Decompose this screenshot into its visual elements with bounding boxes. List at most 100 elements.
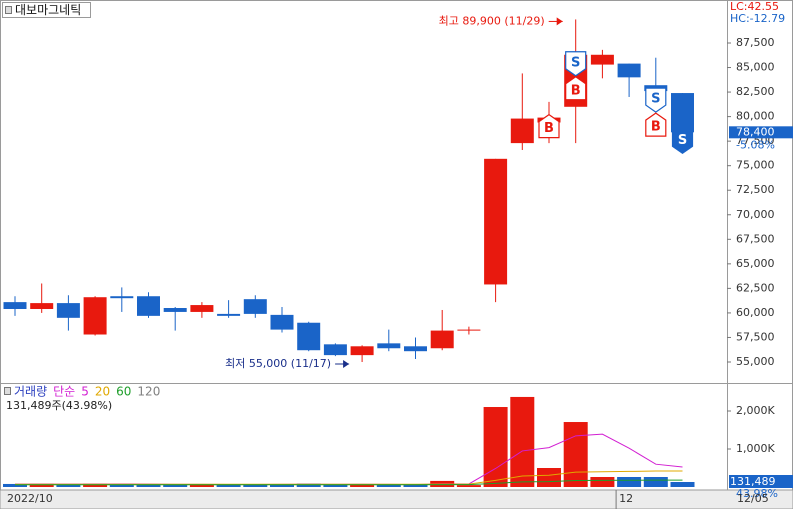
candle-body (457, 329, 481, 331)
y-tick-label: 87,500 (736, 36, 775, 49)
volume-bar (537, 468, 561, 487)
y-tick-label: 70,000 (736, 208, 775, 221)
volume-bar (456, 485, 481, 487)
volume-summary: 131,489주(43.98%) (6, 399, 112, 412)
candle-body (404, 346, 427, 352)
candle-body (243, 299, 267, 314)
signal-label: B (571, 83, 581, 98)
volume-bar (29, 483, 54, 487)
volume-bar (56, 484, 81, 487)
candle-body (56, 303, 80, 318)
lc-label: LC:42.55 (730, 0, 779, 13)
signal-marker (645, 112, 667, 137)
y-tick-label: 65,000 (736, 257, 775, 270)
signal-label: S (571, 55, 580, 70)
y-tick-label: 75,000 (736, 159, 775, 172)
legend-item: 5 (81, 385, 89, 399)
candle-body (617, 63, 641, 78)
candle-body (377, 343, 401, 349)
title-box[interactable] (2, 2, 91, 18)
candle-body (30, 303, 54, 309)
volume-bar (83, 483, 108, 487)
annotation-arrowhead (556, 17, 563, 26)
annotation: 최저 55,000 (11/17) (225, 357, 331, 370)
chart-title: 대보마그네틱 (15, 3, 81, 17)
volume-bar (350, 484, 375, 487)
x-tick-label: 12/05 (737, 492, 769, 505)
volume-bar (270, 484, 294, 487)
volume-bar (483, 407, 508, 487)
y-tick-label: 1,000K (736, 442, 775, 455)
candle-body (510, 118, 534, 144)
legend-item: 60 (116, 385, 131, 399)
candle-body (297, 322, 321, 351)
candle-body (3, 302, 27, 309)
title-icon (5, 6, 12, 14)
volume-bar (323, 484, 348, 487)
current-volume-box (729, 475, 793, 489)
signal-label: B (544, 121, 554, 136)
y-tick-label: 80,000 (736, 110, 775, 123)
legend-item: 120 (137, 385, 160, 399)
y-tick-label: 57,500 (736, 330, 775, 343)
y-tick-label: 85,000 (736, 61, 775, 74)
candle-body (484, 158, 508, 285)
volume-icon (4, 387, 11, 395)
y-tick-label: 62,500 (736, 281, 775, 294)
signal-marker (671, 128, 694, 155)
moving-average (15, 470, 683, 485)
y-tick-label: 55,000 (736, 355, 775, 368)
y-tick-label: 2,000K (736, 404, 775, 417)
candle-body (430, 330, 454, 349)
candle-body (671, 93, 694, 133)
candle-body (163, 308, 187, 312)
signal-label: S (678, 133, 687, 148)
candle-body (350, 346, 374, 356)
change-label: -5.08% (736, 138, 775, 151)
volume-bar (243, 484, 268, 487)
y-tick-label: 82,500 (736, 85, 775, 98)
annotation-arrowhead (343, 359, 350, 368)
volume-bar (617, 477, 642, 487)
signal-label: S (651, 92, 660, 107)
signal-marker (645, 87, 667, 113)
x-axis-band (0, 489, 793, 509)
volume-current: 131,489 (730, 475, 776, 488)
volume-bar (189, 484, 214, 487)
y-tick-label: 72,500 (736, 183, 775, 196)
volume-bar (670, 482, 695, 487)
candle-body (137, 296, 160, 316)
volume-bar (163, 484, 188, 487)
signal-marker (565, 51, 587, 77)
volume-bar (376, 484, 401, 487)
hc-label: HC:-12.79 (730, 12, 785, 25)
volume-bar (403, 484, 428, 487)
legend-item: 거래량 (14, 385, 47, 399)
candle-body (590, 54, 614, 65)
x-tick-label: 12 (619, 492, 633, 505)
legend-item: 20 (95, 385, 110, 399)
volume-bar (109, 484, 134, 487)
volume-bar (3, 483, 27, 487)
volume-bar (136, 484, 161, 487)
y-tick-label: 67,500 (736, 232, 775, 245)
legend-item: 단순 (53, 385, 75, 399)
ratio-label: 43.98% (736, 487, 778, 500)
candle-body (323, 344, 347, 356)
candle-body (217, 313, 241, 316)
candle-body (110, 296, 134, 299)
y-tick-label: 60,000 (736, 306, 775, 319)
x-tick-label: 2022/10 (7, 492, 53, 505)
annotation: 최고 89,900 (11/29) (439, 14, 545, 27)
candle-body (83, 297, 107, 335)
candle-body (190, 305, 214, 312)
current-price-box (729, 126, 793, 139)
volume-bar (643, 477, 668, 487)
current-price-label: 78,400 (736, 125, 775, 138)
signal-label: B (651, 120, 661, 135)
signal-marker (538, 113, 560, 139)
volume-bar (296, 483, 321, 487)
